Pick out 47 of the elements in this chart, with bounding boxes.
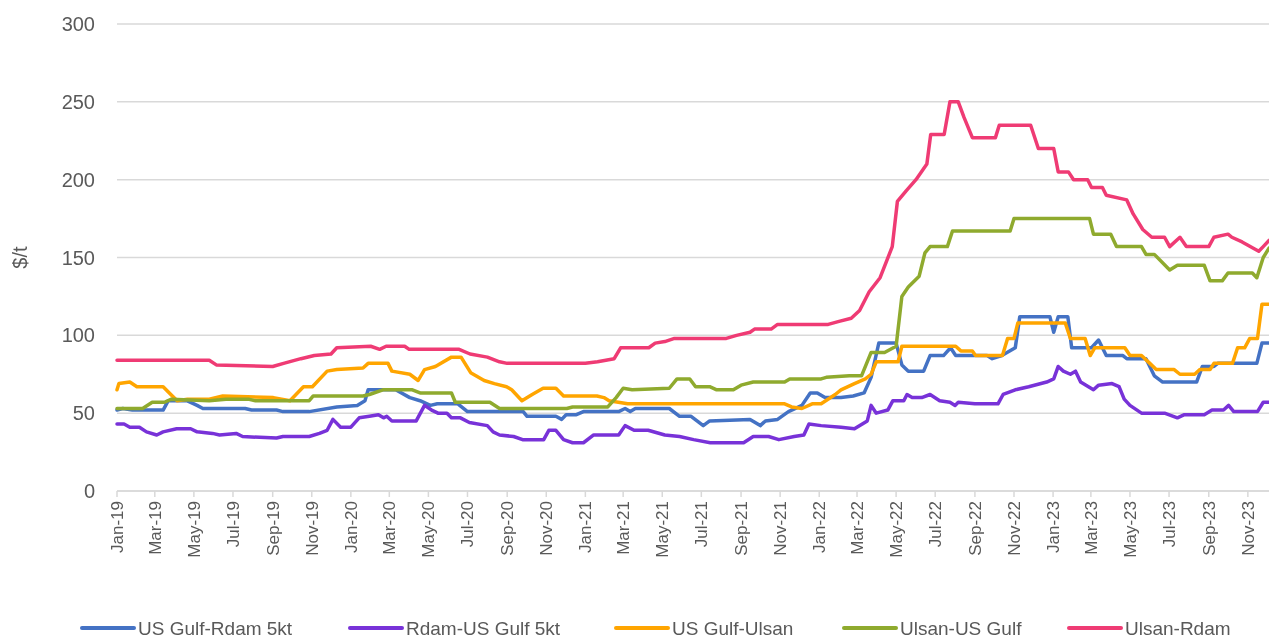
x-tick-label: Jul-19: [223, 501, 243, 548]
x-tick-label: Nov-22: [1005, 501, 1024, 556]
x-tick-label: Mar-22: [848, 501, 868, 555]
line-series: [115, 100, 1269, 369]
x-tick-label: Jul-21: [692, 501, 712, 548]
x-tick-label: Mar-20: [380, 501, 400, 555]
legend-label: Rdam-US Gulf 5kt: [406, 618, 561, 638]
x-tick-label: Sep-22: [965, 501, 985, 556]
x-tick-label: May-19: [184, 501, 204, 558]
legend-label: Ulsan-US Gulf: [900, 618, 1023, 638]
x-tick-label: Jul-20: [458, 501, 478, 548]
x-tick-label: Jan-22: [810, 501, 830, 553]
x-tick-label: Mar-21: [614, 501, 634, 555]
y-tick-label: 50: [72, 402, 95, 425]
x-tick-label: Jan-19: [108, 501, 127, 553]
x-tick-label: Sep-23: [1199, 501, 1219, 556]
line-series: [115, 216, 1269, 411]
line-series: [115, 302, 1269, 411]
x-tick-label: Sep-19: [263, 501, 283, 556]
x-tick-label: May-22: [887, 501, 907, 558]
legend-label: US Gulf-Rdam 5kt: [138, 618, 293, 638]
y-tick-label: 150: [61, 246, 95, 269]
x-tick-label: Jan-20: [341, 501, 361, 553]
x-tick-label: Mar-19: [145, 501, 165, 555]
x-tick-label: May-20: [419, 501, 439, 558]
x-tick-label: Sep-20: [498, 501, 518, 556]
y-tick-label: 200: [61, 168, 95, 191]
line-series: [115, 364, 1269, 445]
x-tick-label: Nov-21: [771, 501, 791, 556]
x-tick-label: Mar-23: [1081, 501, 1101, 555]
y-tick-label: 300: [61, 13, 95, 35]
x-tick-label: Jan-21: [576, 501, 596, 553]
x-tick-label: Jul-23: [1160, 501, 1180, 548]
x-tick-label: Sep-21: [732, 501, 752, 556]
y-tick-label: 250: [61, 90, 95, 113]
y-tick-label: 100: [61, 324, 95, 347]
x-tick-label: Jul-22: [926, 501, 946, 548]
legend-label: US Gulf-Ulsan: [672, 618, 794, 638]
y-tick-label: 0: [83, 480, 95, 502]
y-axis-title: $/t: [9, 245, 31, 269]
x-tick-label: May-21: [653, 501, 673, 558]
x-tick-label: Nov-23: [1238, 501, 1258, 556]
x-tick-label: Nov-19: [302, 501, 322, 556]
x-tick-label: May-23: [1120, 501, 1140, 558]
legend-label: Ulsan-Rdam: [1125, 618, 1231, 638]
x-tick-label: Jan-23: [1044, 501, 1064, 553]
x-tick-label: Nov-20: [537, 501, 557, 556]
